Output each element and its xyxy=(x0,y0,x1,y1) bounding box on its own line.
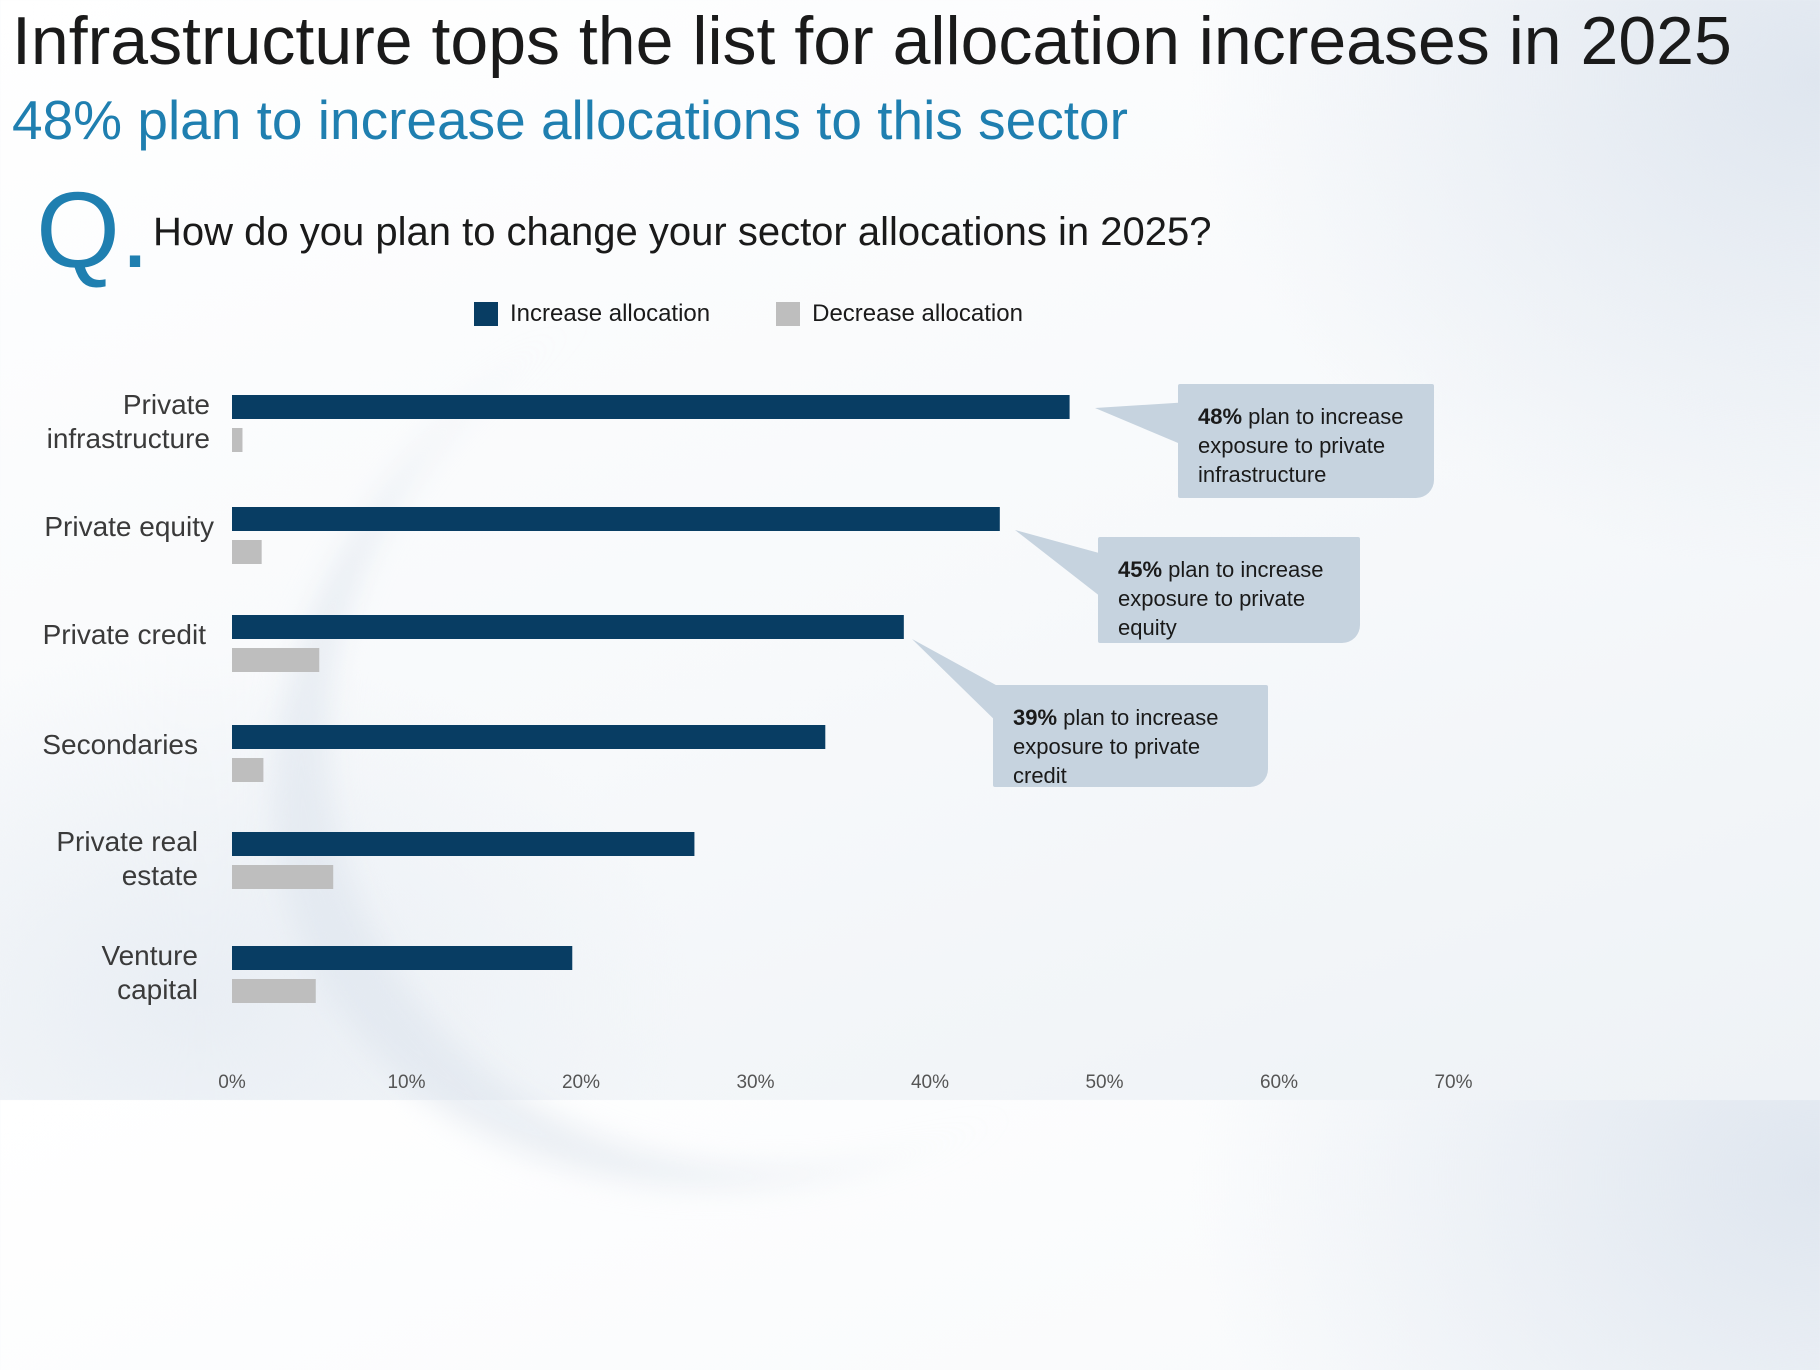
category-label-private-infrastructure-line-2: infrastructure xyxy=(47,423,210,454)
chart-legend: Increase allocation Decrease allocation xyxy=(474,300,1089,328)
bar-decrease-private-real-estate xyxy=(232,865,334,889)
bar-decrease-private-credit xyxy=(232,648,320,672)
callout-infrastructure-percent: 48% xyxy=(1198,404,1243,429)
bar-increase-private-real-estate xyxy=(232,832,695,856)
page-title: Infrastructure tops the list for allocat… xyxy=(12,3,1732,79)
category-label-venture-capital-line-2: capital xyxy=(117,974,198,1005)
x-tick-label-60: 60% xyxy=(1260,1072,1298,1093)
callout-equity-text: plan to increase exposure to private equ… xyxy=(1118,557,1324,640)
question-text: How do you plan to change your sector al… xyxy=(153,210,1212,254)
bar-decrease-secondaries xyxy=(232,758,264,782)
category-label-secondaries: Secondaries xyxy=(42,729,198,760)
bar-decrease-private-infrastructure xyxy=(232,428,243,452)
page-subtitle: 48% plan to increase allocations to this… xyxy=(12,89,1128,151)
callout-credit-percent: 39% xyxy=(1013,705,1058,730)
legend-item-increase: Increase allocation xyxy=(474,300,710,328)
legend-label-decrease: Decrease allocation xyxy=(812,300,1023,327)
bar-increase-private-equity xyxy=(232,507,1000,531)
x-tick-label-50: 50% xyxy=(1085,1072,1123,1093)
callout-infrastructure-text: plan to increase exposure to private inf… xyxy=(1198,404,1404,487)
bar-increase-private-credit xyxy=(232,615,904,639)
callout-equity-percent: 45% xyxy=(1118,557,1163,582)
legend-swatch-increase xyxy=(474,302,498,326)
category-label-private-real-estate-line-1: Private real xyxy=(56,826,198,857)
bar-decrease-private-equity xyxy=(232,540,262,564)
legend-item-decrease: Decrease allocation xyxy=(776,300,1023,328)
bar-increase-private-infrastructure xyxy=(232,395,1070,419)
legend-label-increase: Increase allocation xyxy=(510,300,711,327)
callout-credit: 39% plan to increase exposure to private… xyxy=(993,685,1268,788)
x-tick-label-70: 70% xyxy=(1434,1072,1472,1093)
x-tick-label-30: 30% xyxy=(736,1072,774,1093)
question-mark-glyph: Q. xyxy=(36,169,151,290)
category-label-private-credit: Private credit xyxy=(43,619,207,650)
legend-swatch-decrease xyxy=(776,302,801,326)
callout-pointer-credit xyxy=(912,639,1005,730)
callout-pointer-equity xyxy=(1015,530,1110,604)
category-label-private-equity: Private equity xyxy=(44,511,214,542)
category-label-venture-capital-line-1: Venture xyxy=(101,940,198,971)
category-label-private-real-estate-line-2: estate xyxy=(122,860,198,891)
bar-increase-venture-capital xyxy=(232,946,573,970)
x-tick-label-0: 0% xyxy=(218,1072,246,1093)
callout-equity: 45% plan to increase exposure to private… xyxy=(1098,537,1360,643)
callout-infrastructure: 48% plan to increase exposure to private… xyxy=(1178,384,1434,498)
category-label-private-infrastructure-line-1: Private xyxy=(123,389,210,420)
x-tick-label-10: 10% xyxy=(387,1072,425,1093)
callout-credit-text: plan to increase exposure to private cre… xyxy=(1013,705,1219,788)
bar-increase-secondaries xyxy=(232,725,826,749)
x-tick-label-40: 40% xyxy=(911,1072,949,1093)
bar-decrease-venture-capital xyxy=(232,979,316,1003)
x-tick-label-20: 20% xyxy=(562,1072,600,1093)
callout-pointer-infrastructure xyxy=(1095,402,1190,448)
